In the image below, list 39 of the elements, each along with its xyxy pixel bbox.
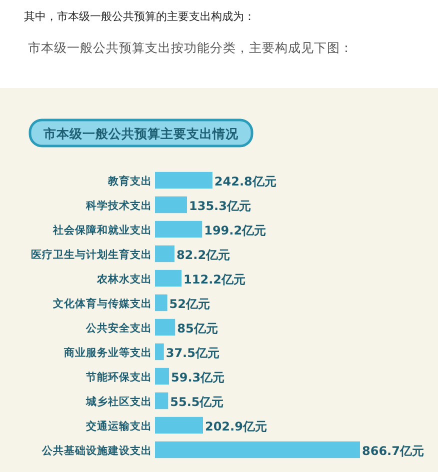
data-label: 199.2亿元 xyxy=(204,223,266,238)
bar xyxy=(155,343,164,360)
data-label: 112.2亿元 xyxy=(184,272,246,286)
y-tick-label: 公共安全支出 xyxy=(85,321,152,334)
y-tick-label: 交通运输支出 xyxy=(85,419,152,432)
y-tick-label: 城乡社区支出 xyxy=(85,394,152,408)
y-tick-label: 科学技术支出 xyxy=(85,198,152,212)
data-label: 866.7亿元 xyxy=(362,444,424,458)
data-label: 82.2亿元 xyxy=(176,248,230,262)
data-label: 202.9亿元 xyxy=(204,419,267,434)
data-label: 52亿元 xyxy=(169,296,210,311)
chart-title: 市本级一般公共预算主要支出情况 xyxy=(42,126,240,141)
y-tick-label: 商业服务业等支出 xyxy=(63,346,152,359)
bar xyxy=(155,392,168,410)
bar xyxy=(155,416,203,434)
bar xyxy=(155,318,176,336)
data-label: 242.8亿元 xyxy=(214,174,276,188)
y-tick-label: 节能环保支出 xyxy=(85,370,152,384)
text: 其中，市本级一般公共预算的主要支出构成为： xyxy=(24,10,255,23)
bar xyxy=(155,172,212,189)
data-label: 135.3亿元 xyxy=(189,198,251,213)
bar xyxy=(155,368,170,385)
bar xyxy=(155,196,187,214)
bar xyxy=(155,294,168,312)
data-label: 59.3亿元 xyxy=(171,370,225,384)
bar xyxy=(155,270,182,287)
data-label: 37.5亿元 xyxy=(166,346,220,360)
y-tick-label: 教育支出 xyxy=(107,174,152,188)
y-tick-label: 社会保障和就业支出 xyxy=(52,223,152,236)
text: 市本级一般公共预算支出按功能分类，主要构成见下图： xyxy=(28,40,353,55)
bar xyxy=(155,441,360,458)
data-label: 85亿元 xyxy=(177,321,218,336)
bar xyxy=(155,220,202,238)
y-tick-label: 文化体育与传媒支出 xyxy=(52,296,152,310)
bar xyxy=(155,245,174,262)
data-label: 55.5亿元 xyxy=(170,394,224,409)
y-tick-label: 公共基础设施建设支出 xyxy=(41,444,152,457)
y-tick-label: 医疗卫生与计划生育支出 xyxy=(31,248,152,261)
y-tick-label: 农林水支出 xyxy=(96,272,152,286)
